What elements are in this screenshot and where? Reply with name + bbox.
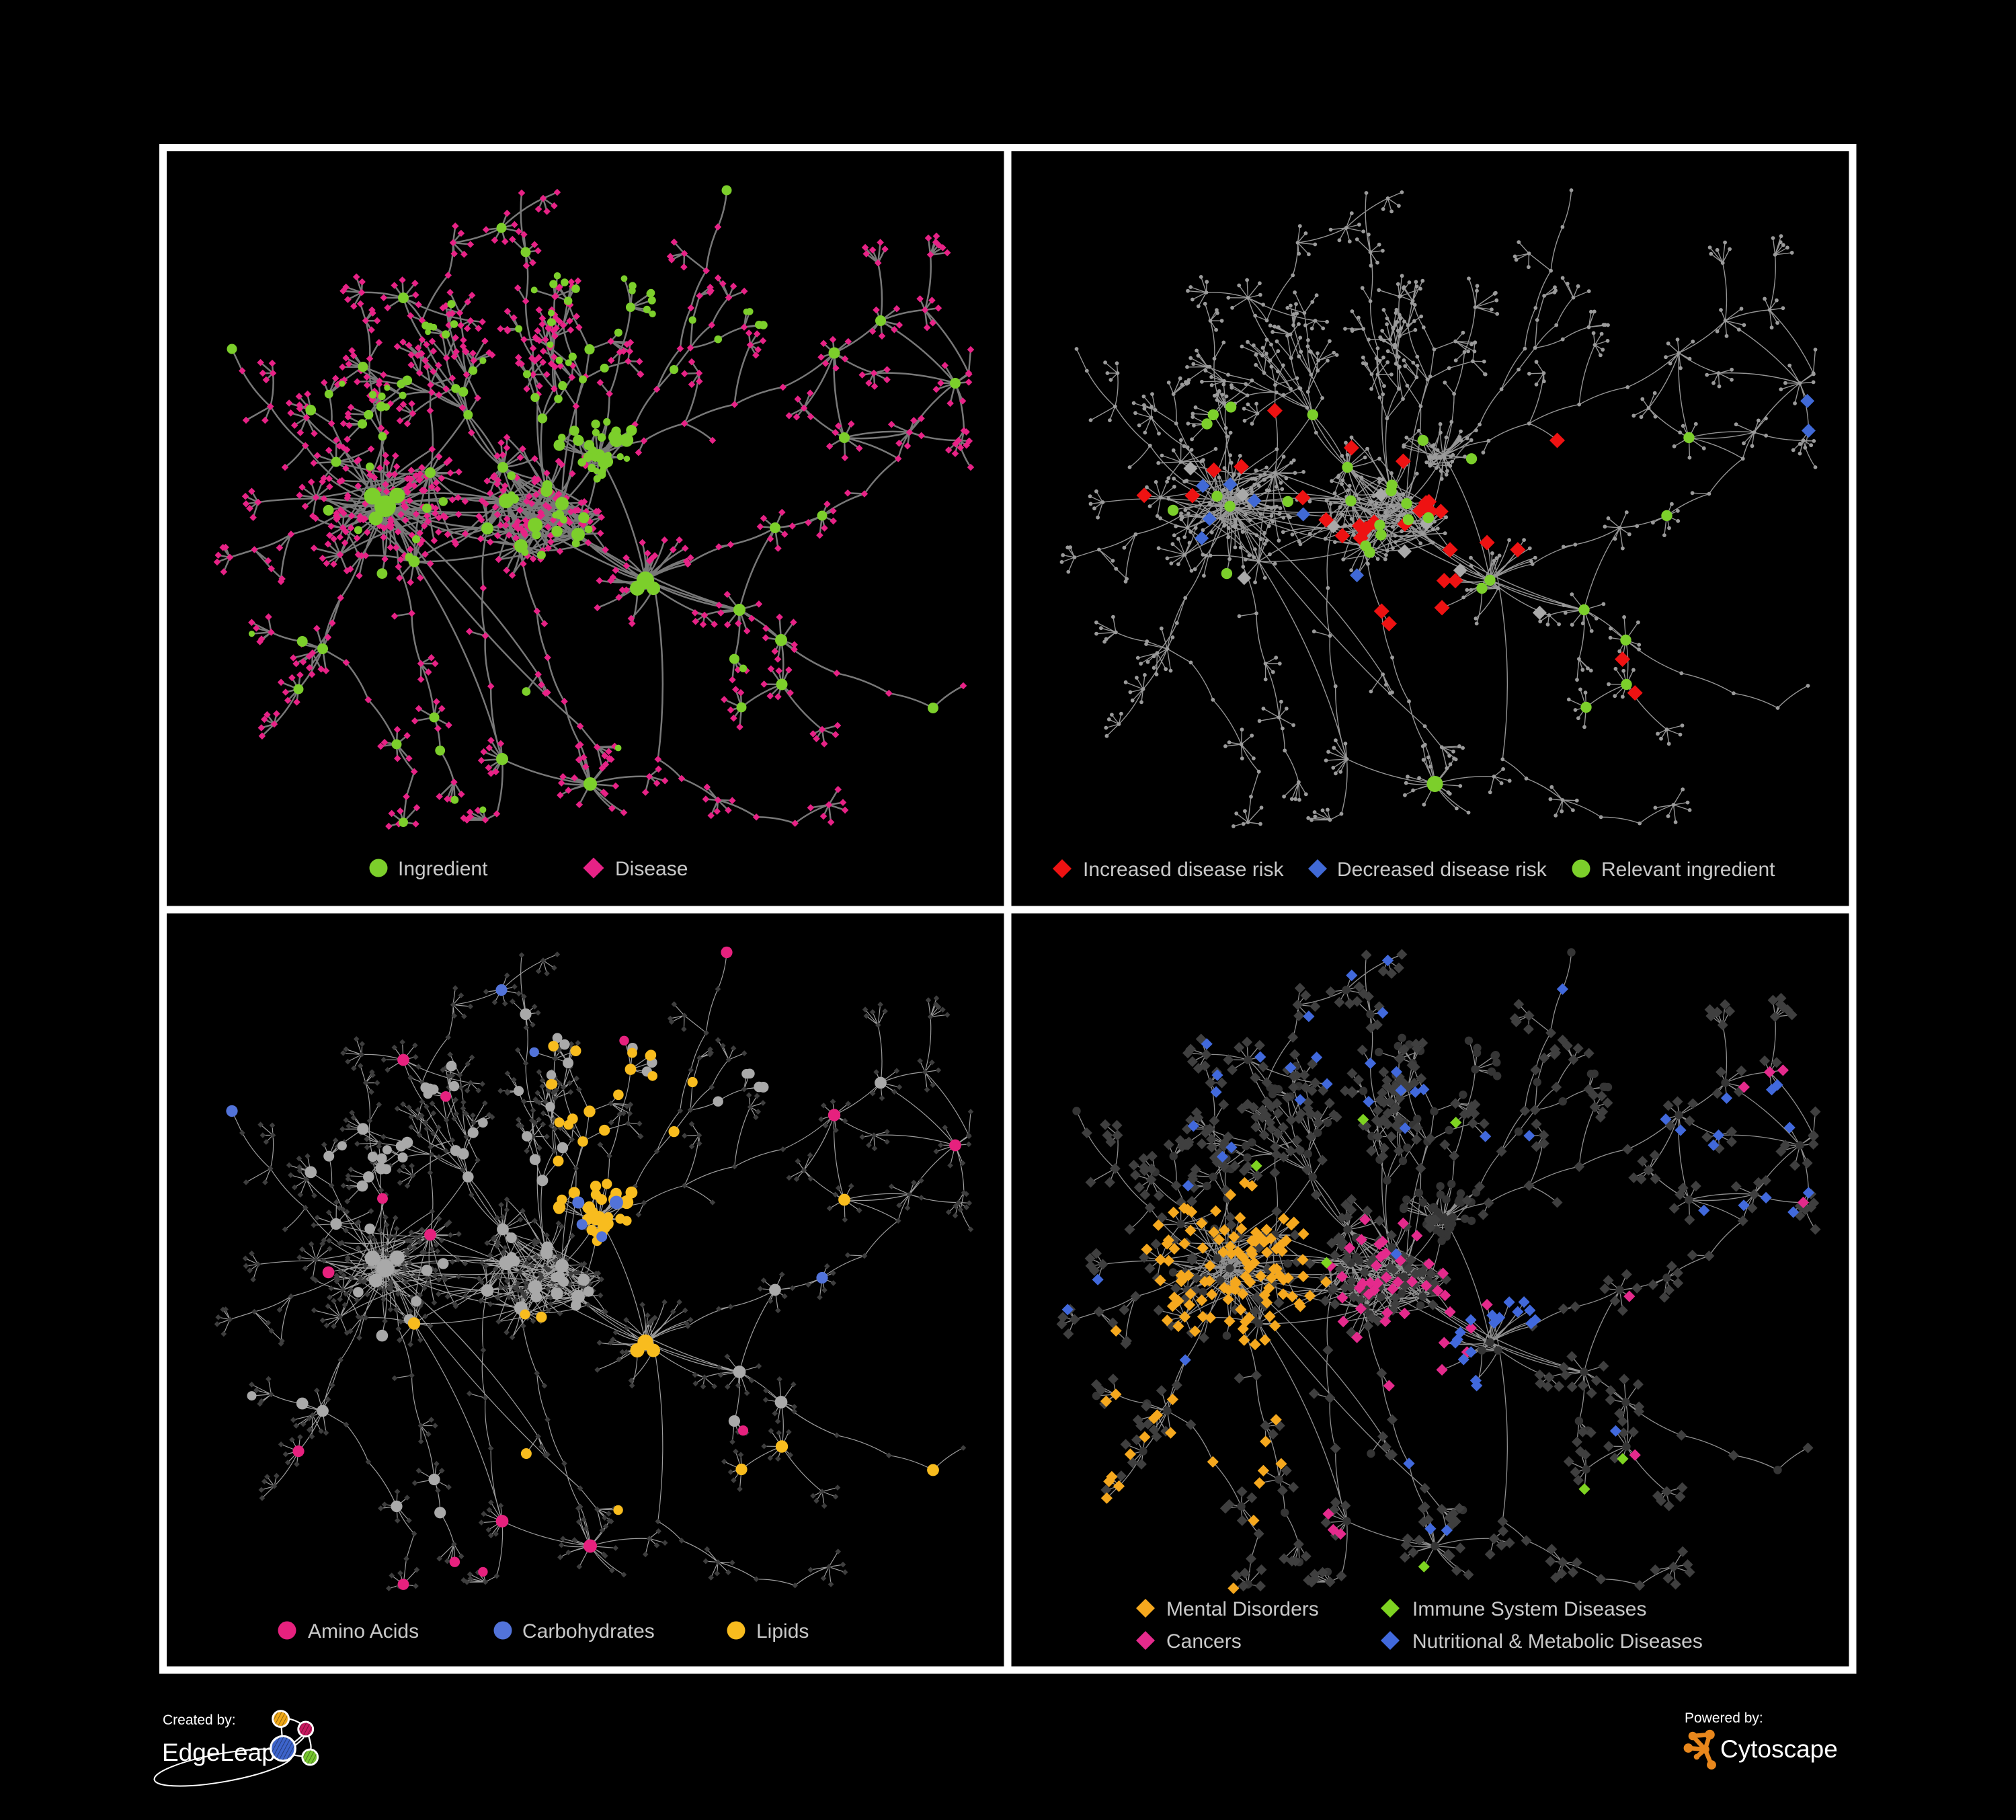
svg-text:EdgeLeap: EdgeLeap <box>162 1739 276 1766</box>
svg-text:Cytoscape: Cytoscape <box>1720 1735 1838 1763</box>
svg-text:Amino Acids: Amino Acids <box>308 1620 419 1643</box>
svg-text:Relevant ingredient: Relevant ingredient <box>1601 859 1775 881</box>
svg-text:Disease: Disease <box>615 858 688 880</box>
svg-text:Decreased disease risk: Decreased disease risk <box>1337 859 1547 881</box>
svg-text:Ingredient: Ingredient <box>398 858 488 880</box>
svg-text:Powered by:: Powered by: <box>1685 1710 1763 1726</box>
svg-text:Immune System Diseases: Immune System Diseases <box>1412 1598 1646 1620</box>
svg-text:Carbohydrates: Carbohydrates <box>522 1620 655 1643</box>
svg-text:Mental Disorders: Mental Disorders <box>1166 1598 1319 1620</box>
svg-text:Lipids: Lipids <box>756 1620 809 1643</box>
svg-text:Cancers: Cancers <box>1166 1630 1242 1653</box>
svg-text:Created by:: Created by: <box>163 1712 236 1728</box>
svg-text:Increased disease risk: Increased disease risk <box>1083 859 1284 881</box>
svg-text:Nutritional & Metabolic Diseas: Nutritional & Metabolic Diseases <box>1412 1630 1703 1653</box>
